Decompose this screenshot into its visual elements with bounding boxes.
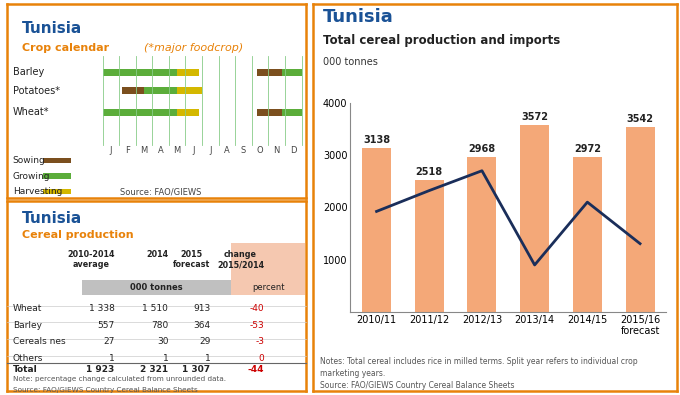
Text: 000 tonnes: 000 tonnes <box>130 282 183 292</box>
Text: 30: 30 <box>157 337 169 346</box>
Text: O: O <box>257 147 263 155</box>
Bar <box>626 127 655 312</box>
Text: 1 307: 1 307 <box>182 365 210 374</box>
Bar <box>103 109 177 116</box>
Bar <box>231 243 305 280</box>
Text: Others: Others <box>13 354 43 363</box>
Text: 1: 1 <box>109 354 114 363</box>
Text: F: F <box>125 147 130 155</box>
Text: M: M <box>173 147 181 155</box>
Text: Cereals nes: Cereals nes <box>13 337 65 346</box>
Text: Source: FAO/GIEWS Country Cereal Balance Sheets: Source: FAO/GIEWS Country Cereal Balance… <box>13 387 197 393</box>
Text: Source: FAO/GIEWS: Source: FAO/GIEWS <box>120 187 202 196</box>
Text: 2968: 2968 <box>469 144 496 154</box>
Text: 2518: 2518 <box>415 167 443 177</box>
Text: Wheat: Wheat <box>13 304 42 313</box>
Bar <box>282 69 301 76</box>
Text: M: M <box>140 147 148 155</box>
Text: -40: -40 <box>250 304 264 313</box>
Text: 2014: 2014 <box>146 250 169 259</box>
Text: Note: percentage change calculated from unrounded data.: Note: percentage change calculated from … <box>13 376 226 382</box>
Text: Potatoes*: Potatoes* <box>13 86 60 96</box>
Bar <box>573 156 602 312</box>
Text: Harvesting: Harvesting <box>13 187 62 196</box>
Text: 1 338: 1 338 <box>88 304 114 313</box>
Text: -44: -44 <box>248 365 264 374</box>
Text: S: S <box>241 147 246 155</box>
Bar <box>177 109 199 116</box>
Bar <box>520 125 549 312</box>
Text: J: J <box>192 147 195 155</box>
Bar <box>44 189 71 194</box>
Text: Growing: Growing <box>13 172 50 181</box>
Text: 1: 1 <box>163 354 169 363</box>
Bar <box>103 69 177 76</box>
Bar <box>282 109 301 116</box>
Text: Source: FAO/GIEWS Country Cereal Balance Sheets: Source: FAO/GIEWS Country Cereal Balance… <box>320 381 514 390</box>
Bar <box>257 109 282 116</box>
Text: Crop calendar: Crop calendar <box>22 43 113 53</box>
Bar <box>177 87 202 94</box>
Text: Barley: Barley <box>13 320 41 329</box>
Text: Barley: Barley <box>13 67 44 77</box>
Bar <box>44 173 71 179</box>
Text: 913: 913 <box>193 304 210 313</box>
Text: 3572: 3572 <box>521 112 548 122</box>
Text: -53: -53 <box>250 320 264 329</box>
Text: percent: percent <box>252 282 285 292</box>
Text: Wheat*: Wheat* <box>13 107 49 117</box>
Text: A: A <box>224 147 230 155</box>
Text: Sowing: Sowing <box>13 156 46 165</box>
Bar <box>257 69 282 76</box>
Text: 0: 0 <box>258 354 264 363</box>
Text: A: A <box>158 147 163 155</box>
Text: 3138: 3138 <box>363 135 390 145</box>
Text: Tunisia: Tunisia <box>22 211 82 226</box>
Bar <box>467 157 496 312</box>
Text: 780: 780 <box>151 320 169 329</box>
Text: (*major foodcrop): (*major foodcrop) <box>144 43 243 53</box>
Text: marketing years.: marketing years. <box>320 369 385 378</box>
Text: 364: 364 <box>193 320 210 329</box>
Bar <box>362 148 391 312</box>
Text: 000 tonnes: 000 tonnes <box>323 57 378 67</box>
Bar <box>122 87 144 94</box>
Text: 2972: 2972 <box>574 144 601 154</box>
Text: 2 321: 2 321 <box>140 365 169 374</box>
Text: Tunisia: Tunisia <box>22 21 82 36</box>
Text: Cereal production: Cereal production <box>22 229 133 239</box>
Text: Total cereal production and imports: Total cereal production and imports <box>323 34 560 47</box>
Bar <box>415 180 444 312</box>
Bar <box>177 69 199 76</box>
Bar <box>231 280 305 295</box>
Text: Notes: Total cereal includes rice in milled terms. Split year refers to individu: Notes: Total cereal includes rice in mil… <box>320 357 637 367</box>
Text: Total: Total <box>13 365 37 374</box>
Text: J: J <box>109 147 112 155</box>
Text: D: D <box>290 147 296 155</box>
Text: 29: 29 <box>199 337 210 346</box>
Text: 3542: 3542 <box>626 114 653 124</box>
Text: 27: 27 <box>103 337 114 346</box>
Bar <box>82 280 231 295</box>
Text: 1 510: 1 510 <box>143 304 169 313</box>
Text: 2015
forecast: 2015 forecast <box>173 250 210 269</box>
Bar <box>144 87 177 94</box>
Text: 1: 1 <box>205 354 210 363</box>
Text: N: N <box>273 147 280 155</box>
Text: -3: -3 <box>255 337 264 346</box>
Text: 1 923: 1 923 <box>86 365 114 374</box>
Text: Tunisia: Tunisia <box>323 8 394 26</box>
Text: J: J <box>209 147 211 155</box>
Bar <box>44 158 71 164</box>
Text: change
2015/2014: change 2015/2014 <box>217 250 264 269</box>
Text: 557: 557 <box>97 320 114 329</box>
Text: 2010-2014
average: 2010-2014 average <box>67 250 114 269</box>
